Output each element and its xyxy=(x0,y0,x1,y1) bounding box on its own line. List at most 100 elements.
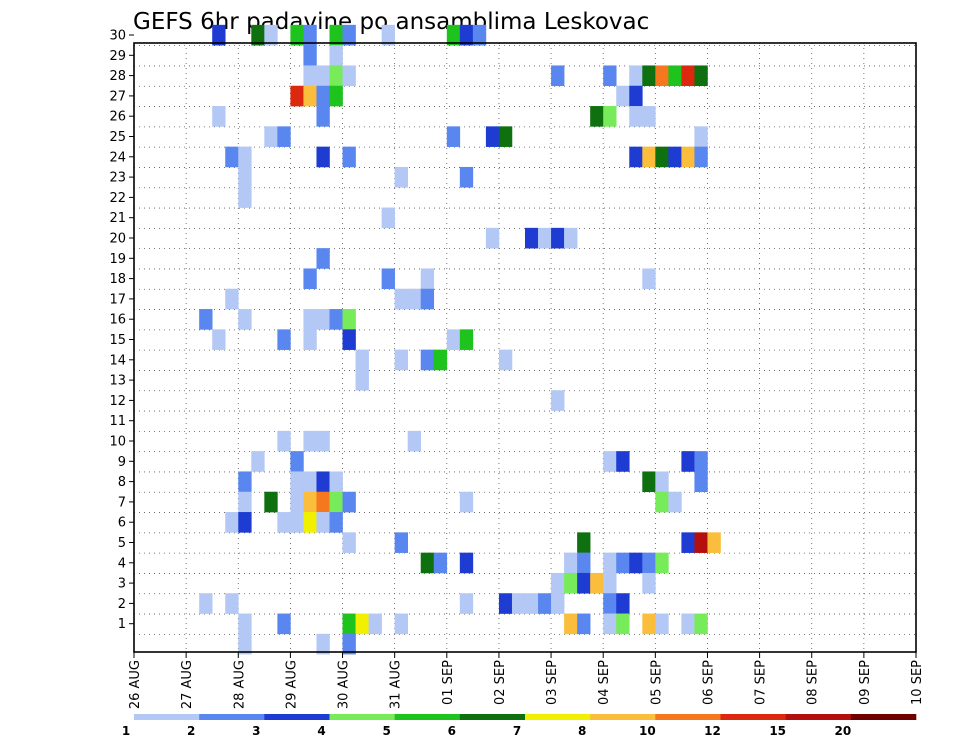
y-tick-label: 14 xyxy=(109,353,126,368)
precip-cell xyxy=(342,65,356,87)
precip-cell xyxy=(603,572,617,594)
precip-cell xyxy=(355,369,369,391)
precip-cell xyxy=(316,491,330,513)
precip-cell xyxy=(251,24,265,46)
legend-label: 4 xyxy=(317,724,325,738)
precip-cell xyxy=(420,288,435,310)
precip-cell xyxy=(498,126,513,147)
precip-cell xyxy=(238,613,252,635)
precip-cell xyxy=(225,512,239,533)
precip-cell xyxy=(342,309,356,330)
precip-cell xyxy=(251,451,265,472)
precip-cell xyxy=(629,85,643,107)
precip-cell xyxy=(303,471,317,493)
legend-label: 6 xyxy=(448,724,456,738)
precip-cell xyxy=(694,613,708,635)
y-axis-ticks: 1234567891011121314151617181920212223242… xyxy=(109,29,134,632)
y-tick-label: 18 xyxy=(109,272,126,287)
y-tick-label: 19 xyxy=(109,252,126,267)
precip-cell xyxy=(420,349,435,371)
x-tick-label: 01 SEP xyxy=(441,660,456,705)
legend-swatch xyxy=(590,714,656,720)
precip-cell xyxy=(694,532,708,553)
x-tick-label: 04 SEP xyxy=(597,660,612,705)
y-tick-label: 6 xyxy=(118,516,126,531)
precip-cell xyxy=(342,532,356,553)
precip-cell xyxy=(629,146,643,168)
legend-swatch xyxy=(785,714,852,720)
precip-cell xyxy=(681,146,695,168)
precip-cell xyxy=(603,65,617,87)
precip-cell xyxy=(629,65,643,87)
legend-swatch xyxy=(134,714,200,720)
precip-cell xyxy=(342,633,356,655)
precip-cell xyxy=(368,613,382,635)
precip-cell xyxy=(603,613,617,635)
precip-cell xyxy=(225,288,239,310)
precip-cell xyxy=(290,451,304,472)
precip-cell xyxy=(212,106,226,127)
precip-cell xyxy=(459,593,474,614)
precip-cell xyxy=(290,85,304,107)
precip-cell xyxy=(551,572,565,594)
x-tick-label: 27 AUG xyxy=(180,660,195,709)
precip-cell xyxy=(629,552,643,574)
x-tick-label: 31 AUG xyxy=(389,660,404,709)
precip-cell xyxy=(446,329,461,350)
precip-cell xyxy=(355,613,369,635)
precip-cell xyxy=(564,552,578,574)
precip-cell xyxy=(329,309,343,330)
precip-cell xyxy=(290,24,304,46)
precip-cell xyxy=(238,633,252,655)
precip-cell xyxy=(264,491,278,513)
y-tick-label: 5 xyxy=(118,536,126,551)
precip-cell xyxy=(329,512,343,533)
precip-cell xyxy=(420,268,435,290)
precip-cell xyxy=(577,532,591,553)
y-tick-label: 25 xyxy=(109,130,126,145)
precip-cell xyxy=(316,512,330,533)
precip-cell xyxy=(303,268,317,290)
x-tick-label: 06 SEP xyxy=(701,660,716,705)
precip-cell xyxy=(329,85,343,107)
precip-cell xyxy=(407,288,422,310)
precip-cell xyxy=(694,146,708,168)
precip-cell xyxy=(642,613,656,635)
y-tick-label: 9 xyxy=(118,455,126,470)
legend-label: 3 xyxy=(252,724,260,738)
precip-cell xyxy=(394,613,408,635)
precip-cell xyxy=(342,146,356,168)
precip-cell xyxy=(655,552,669,574)
legend-label: 12 xyxy=(704,724,721,738)
y-tick-label: 13 xyxy=(109,374,126,389)
precip-cell xyxy=(407,430,422,452)
precip-cell xyxy=(694,126,708,147)
precip-cell xyxy=(238,146,252,168)
legend-label: 20 xyxy=(834,724,851,738)
y-tick-label: 2 xyxy=(118,597,126,612)
precip-cell xyxy=(616,85,630,107)
precip-cell xyxy=(199,309,213,330)
y-tick-label: 28 xyxy=(109,69,126,84)
precip-cell xyxy=(316,248,330,269)
precip-cell xyxy=(525,227,539,249)
legend-label: 1 xyxy=(122,724,130,738)
x-tick-label: 08 SEP xyxy=(806,660,821,705)
precip-cell xyxy=(212,329,226,350)
precip-cell xyxy=(303,309,317,330)
precip-cell xyxy=(668,65,682,87)
x-tick-label: 09 SEP xyxy=(858,660,873,705)
legend-swatch xyxy=(394,714,461,720)
precip-cell xyxy=(277,126,291,147)
legend-swatch xyxy=(329,714,395,720)
precip-cell xyxy=(316,633,330,655)
legend-swatch xyxy=(655,714,721,720)
precip-cell xyxy=(564,572,578,594)
precip-cell xyxy=(394,532,408,553)
y-tick-label: 27 xyxy=(109,89,126,104)
precip-cell xyxy=(603,451,617,472)
precip-cell xyxy=(342,613,356,635)
precip-cell xyxy=(472,24,487,46)
precip-cell xyxy=(342,329,356,350)
